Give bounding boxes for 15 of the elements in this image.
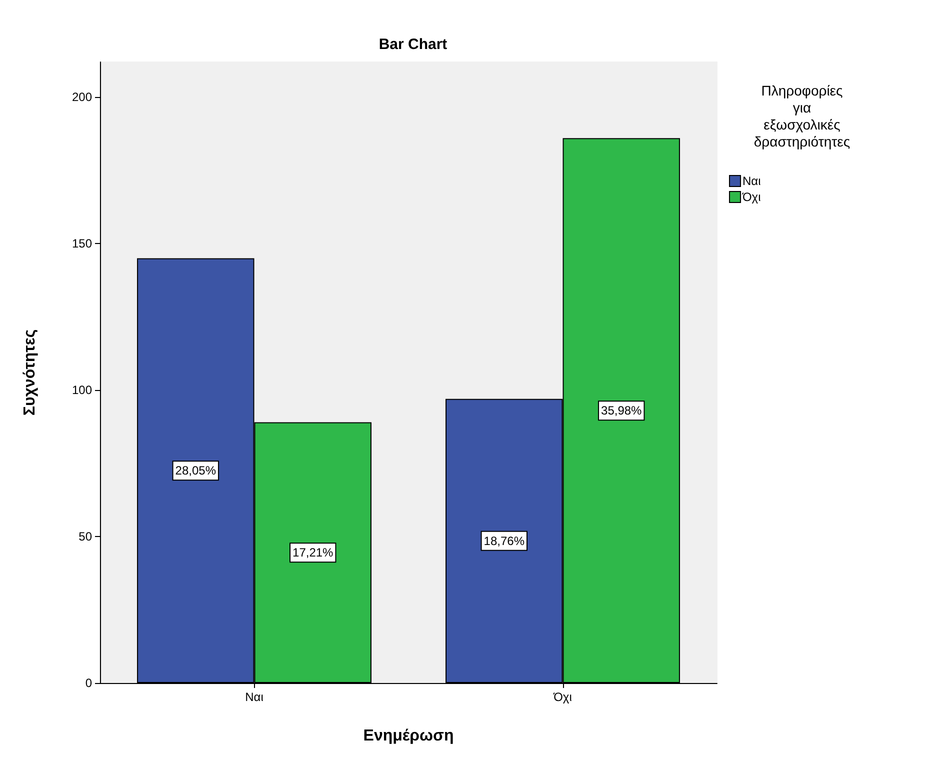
y-tick-label: 150 xyxy=(72,236,92,251)
legend-label: Ναι xyxy=(742,174,762,188)
annotation: 35,98% xyxy=(601,404,642,418)
y-tick-label: 50 xyxy=(78,530,92,544)
chart-title: Bar Chart xyxy=(378,36,448,53)
y-tick-label: 100 xyxy=(72,383,92,398)
y-axis-title: Συχνότητες xyxy=(22,329,38,416)
annotation: 17,21% xyxy=(292,546,334,560)
annotation: 28,05% xyxy=(175,464,216,478)
y-tick-label: 0 xyxy=(85,676,92,690)
annotation: 18,76% xyxy=(484,534,525,548)
x-axis-title: Ενημέρωση xyxy=(363,728,454,744)
legend-title: Πληροφορίες για εξωσχολικές δραστηριότητες xyxy=(754,82,850,150)
y-tick-label: 200 xyxy=(72,90,92,104)
legend-label: Όχι xyxy=(742,190,762,204)
